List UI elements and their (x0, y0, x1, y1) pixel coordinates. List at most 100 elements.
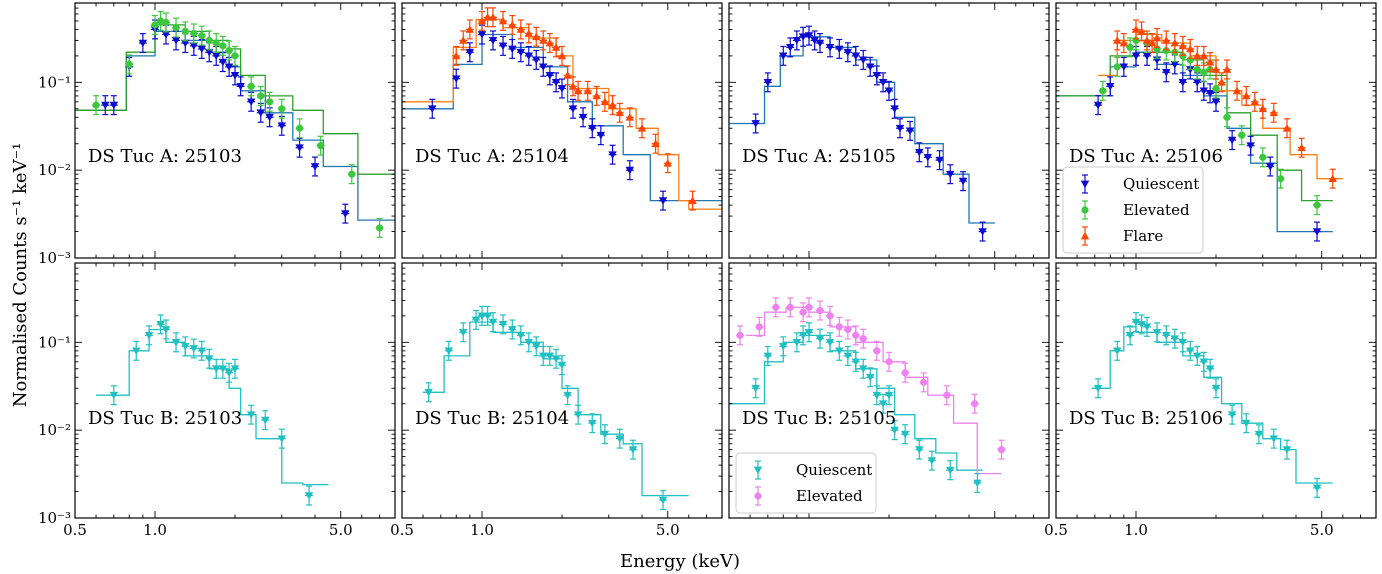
data-point-quiescent (1193, 352, 1202, 361)
data-point-quiescent (935, 156, 944, 165)
data-point-quiescent (958, 177, 968, 186)
panel-title: DS Tuc B: 25105 (742, 408, 896, 429)
data-point-quiescent (197, 347, 206, 356)
data-point-flare (539, 36, 548, 44)
data-point-flare (1269, 108, 1278, 117)
data-point-flare (1178, 41, 1187, 50)
data-point-elevated (231, 52, 239, 60)
data-point-elevated (997, 446, 1006, 454)
x-tick-label: 1.0 (1124, 521, 1148, 539)
data-point-quiescent (545, 72, 555, 80)
data-point-quiescent (927, 457, 937, 465)
data-point-quiescent (524, 52, 533, 61)
data-point-quiescent (1178, 338, 1187, 347)
data-point-quiescent (1142, 52, 1152, 61)
data-point-quiescent (230, 365, 240, 373)
data-point-elevated (225, 46, 233, 55)
data-point-flare (1250, 97, 1260, 106)
data-point-elevated (943, 391, 951, 399)
data-point-flare (1211, 65, 1221, 73)
data-point-elevated (375, 224, 384, 232)
data-point-elevated (295, 124, 304, 132)
data-point-elevated (125, 60, 133, 68)
data-point-quiescent (310, 163, 320, 171)
data-point-quiescent (895, 124, 905, 133)
data-point-flare (600, 97, 610, 106)
data-point-quiescent (890, 426, 899, 435)
data-point-quiescent (132, 347, 141, 356)
data-point-quiescent (212, 52, 221, 61)
data-point-quiescent (798, 332, 808, 340)
panel-title: DS Tuc B: 25104 (415, 408, 569, 429)
data-point-quiescent (596, 131, 606, 140)
data-point-flare (524, 29, 533, 37)
data-point-quiescent (246, 98, 256, 107)
data-point-flare (688, 196, 697, 204)
data-point-flare (1205, 57, 1215, 66)
data-point-flare (1297, 143, 1306, 152)
data-point-elevated (266, 98, 274, 106)
panel-2: DS Tuc A: 25104 (401, 2, 723, 259)
data-point-elevated (212, 39, 220, 47)
panel-title: DS Tuc A: 25103 (88, 146, 242, 167)
data-point-quiescent (551, 78, 561, 87)
data-point-elevated (205, 36, 213, 45)
data-point-flare (1199, 51, 1209, 60)
data-point-elevated (1212, 84, 1220, 93)
data-point-elevated (736, 331, 744, 339)
data-point-quiescent (1162, 332, 1171, 340)
legend-marker-elevated (1081, 206, 1089, 214)
data-point-quiescent (1205, 365, 1215, 373)
data-point-quiescent (851, 52, 860, 61)
data-point-quiescent (815, 39, 825, 48)
data-point-quiescent (900, 430, 910, 439)
model-line-flare (402, 18, 722, 210)
data-point-elevated (786, 303, 794, 311)
data-point-quiescent (600, 430, 610, 439)
panel-frame (401, 262, 723, 519)
data-point-elevated (162, 18, 170, 27)
data-point-elevated (257, 92, 265, 100)
data-point-quiescent (1205, 89, 1215, 98)
data-point-quiescent (578, 113, 588, 122)
data-point-quiescent (1193, 78, 1202, 87)
data-point-quiescent (539, 352, 548, 361)
data-point-flare (459, 36, 468, 44)
data-point-elevated (348, 170, 356, 178)
data-point-quiescent (568, 105, 578, 113)
data-point-quiescent (508, 326, 517, 334)
y-tick-label: 10⁻¹ (38, 333, 71, 351)
data-point-quiescent (498, 42, 508, 51)
data-point-flare (1162, 36, 1171, 44)
data-point-quiescent (1227, 411, 1237, 419)
data-point-quiescent (815, 335, 825, 343)
data-point-elevated (826, 312, 834, 320)
data-point-quiescent (452, 75, 461, 83)
data-point-flare (1217, 78, 1226, 86)
data-point-flare (557, 51, 567, 60)
data-point-quiescent (779, 342, 788, 351)
data-point-quiescent (825, 338, 835, 347)
panel-plot-area (96, 314, 329, 506)
data-point-elevated (151, 21, 159, 29)
data-point-flare (1137, 27, 1146, 35)
data-point-flare (1328, 174, 1337, 183)
data-point-quiescent (488, 318, 498, 327)
data-point-elevated (835, 323, 843, 331)
panel-8: 0.5 1.0 5.0 DS Tuc B: 25106 (1044, 262, 1377, 539)
data-point-quiescent (878, 78, 888, 87)
data-point-flare (625, 113, 635, 121)
data-point-quiescent (835, 347, 844, 356)
data-point-quiescent (884, 391, 894, 400)
data-point-quiescent (181, 342, 190, 351)
panel-5: 10⁻³ 10⁻² 10⁻¹ 0.5 1.0 5.0 DS Tuc B: 25103 (38, 262, 396, 539)
data-point-elevated (772, 303, 780, 311)
legend-marker-elevated (754, 492, 762, 500)
data-point-elevated (181, 27, 189, 35)
data-point-quiescent (859, 56, 868, 65)
data-point-elevated (844, 325, 852, 334)
data-point-elevated (1113, 63, 1121, 71)
panel-title: DS Tuc A: 25105 (742, 146, 896, 167)
data-point-quiescent (144, 332, 154, 340)
data-point-quiescent (1125, 332, 1135, 340)
